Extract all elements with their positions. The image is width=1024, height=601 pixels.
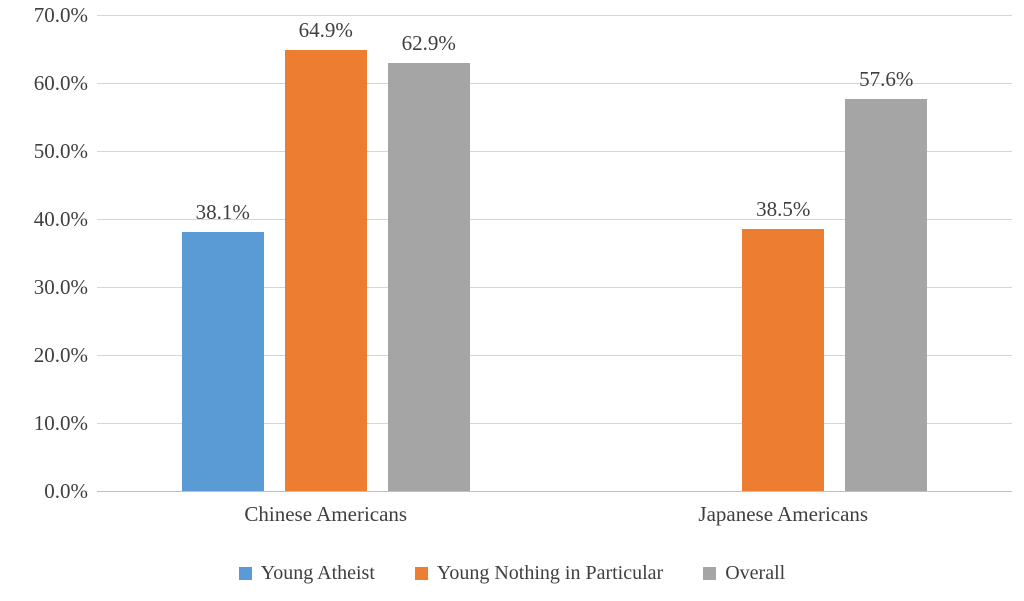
y-tick-label: 10.0%	[33, 411, 88, 435]
data-label: 57.6%	[859, 67, 914, 92]
data-label: 38.5%	[756, 197, 811, 222]
y-tick-label: 40.0%	[33, 207, 88, 231]
bar-young-nothing-in-particular	[284, 49, 367, 491]
legend-swatch	[703, 566, 717, 580]
gridline	[97, 423, 1012, 424]
bar-young-nothing-in-particular	[742, 229, 825, 491]
gridline	[97, 219, 1012, 220]
legend-label: Overall	[725, 562, 786, 584]
category-label: Japanese Americans	[698, 502, 869, 526]
legend-label: Young Atheist	[260, 562, 375, 584]
y-tick-label: 70.0%	[33, 3, 88, 27]
legend-item: Overall	[703, 562, 785, 584]
y-tick-label: 20.0%	[33, 343, 88, 367]
y-tick-label: 50.0%	[33, 139, 88, 163]
gridline	[97, 15, 1012, 16]
gridline	[97, 83, 1012, 84]
gridline	[97, 287, 1012, 288]
legend-swatch	[238, 566, 252, 580]
x-axis-line	[97, 491, 1012, 492]
y-tick-label: 60.0%	[33, 71, 88, 95]
category-label: Chinese Americans	[244, 502, 408, 526]
bar-overall	[845, 99, 928, 491]
legend-swatch	[414, 566, 428, 580]
gridline	[97, 151, 1012, 152]
data-label: 38.1%	[195, 199, 250, 224]
data-label: 64.9%	[298, 17, 353, 42]
bar-overall	[387, 63, 470, 491]
data-label: 62.9%	[401, 31, 456, 56]
bar-young-atheist	[181, 231, 264, 491]
legend: Young Atheist Young Nothing in Particular…	[0, 562, 1024, 584]
gridline	[97, 355, 1012, 356]
legend-label: Young Nothing in Particular	[436, 562, 664, 584]
legend-item: Young Atheist	[238, 562, 375, 584]
y-tick-label: 30.0%	[33, 275, 88, 299]
legend-item: Young Nothing in Particular	[414, 562, 664, 584]
y-tick-label: 0.0%	[44, 479, 88, 503]
